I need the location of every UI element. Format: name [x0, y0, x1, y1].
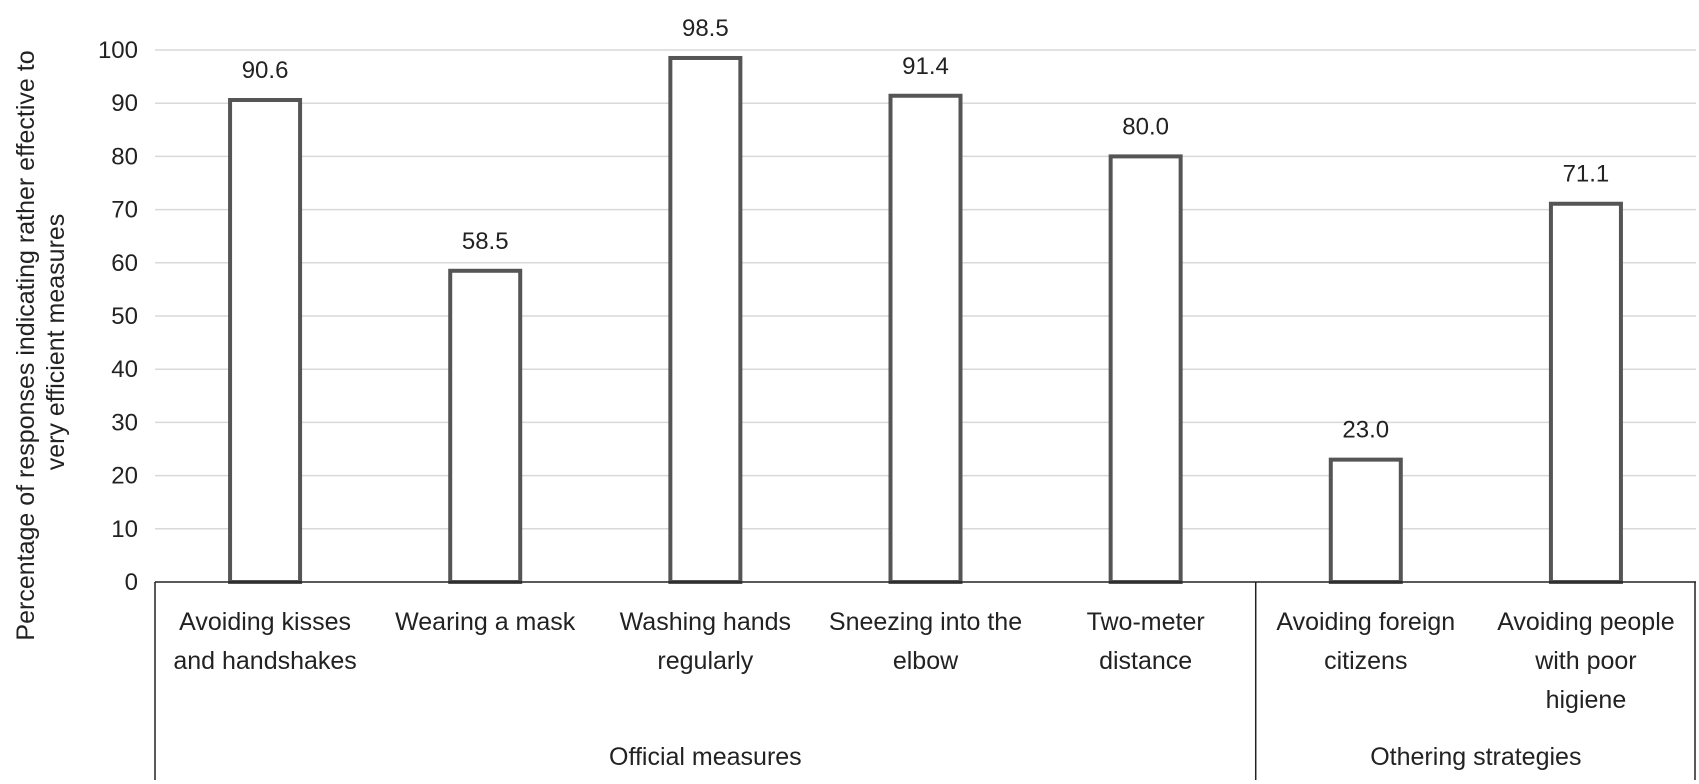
- category-label-line: with poor: [1534, 647, 1636, 675]
- bars: [228, 55, 1623, 585]
- category-label-line: regularly: [657, 647, 753, 675]
- y-tick-label: 60: [111, 250, 138, 277]
- data-label: 71.1: [1563, 161, 1610, 188]
- y-tick-label: 80: [111, 143, 138, 170]
- y-tick-label: 10: [111, 516, 138, 543]
- bar: [228, 98, 303, 585]
- y-tick-label: 40: [111, 356, 138, 383]
- y-axis-ticks: 0 10 20 30 40 50 60 70 80 90 100: [98, 37, 138, 596]
- category-label-line: Avoiding kisses: [179, 608, 351, 636]
- category-label-line: higiene: [1546, 686, 1627, 714]
- bar: [1328, 457, 1403, 585]
- category-label-line: Washing hands: [620, 608, 791, 636]
- y-tick-label: 0: [125, 569, 138, 596]
- y-axis-label: Percentage of responses indicating rathe…: [12, 43, 70, 640]
- category-label-line: Avoiding foreign: [1276, 608, 1455, 636]
- group-labels: Official measures Othering strategies: [609, 743, 1581, 771]
- category-label-line: Wearing a mask: [395, 608, 576, 636]
- category-label: Wearing a mask: [395, 608, 576, 636]
- category-label: Washing hands regularly: [620, 608, 791, 675]
- category-label: Avoiding people with poor higiene: [1497, 608, 1674, 714]
- y-tick-label: 90: [111, 90, 138, 117]
- y-tick-label: 100: [98, 37, 138, 64]
- category-label-line: Avoiding people: [1497, 608, 1674, 636]
- category-label-line: distance: [1099, 647, 1192, 675]
- y-axis-label-line-1: Percentage of responses indicating rathe…: [12, 50, 40, 640]
- data-label: 91.4: [902, 53, 949, 80]
- group-label: Othering strategies: [1370, 743, 1581, 771]
- y-tick-label: 30: [111, 409, 138, 436]
- category-label-line: Two-meter: [1087, 608, 1205, 636]
- category-label: Two-meter distance: [1087, 608, 1205, 675]
- y-tick-label: 70: [111, 197, 138, 224]
- bar: [448, 268, 523, 584]
- category-label-line: Sneezing into the: [829, 608, 1022, 636]
- group-label: Official measures: [609, 743, 802, 771]
- y-tick-label: 20: [111, 463, 138, 490]
- category-label-line: elbow: [893, 647, 959, 675]
- category-label: Avoiding kisses and handshakes: [173, 608, 356, 675]
- category-axis: [154, 581, 1696, 780]
- data-label: 23.0: [1342, 417, 1389, 444]
- data-label: 58.5: [462, 228, 509, 255]
- data-label: 90.6: [242, 57, 289, 84]
- data-label: 98.5: [682, 15, 729, 42]
- y-tick-label: 50: [111, 303, 138, 330]
- data-labels: 90.6 58.5 98.5 91.4 80.0 23.0 71.1: [242, 15, 1610, 444]
- category-label-line: and handshakes: [173, 647, 356, 675]
- data-label: 80.0: [1122, 113, 1169, 140]
- category-label-line: citizens: [1324, 647, 1407, 675]
- category-labels: Avoiding kisses and handshakes Wearing a m…: [173, 608, 1674, 714]
- bar: [1108, 154, 1183, 584]
- bar: [668, 55, 743, 585]
- bar: [1548, 201, 1623, 585]
- bar: [888, 93, 963, 584]
- category-label: Avoiding foreign citizens: [1276, 608, 1455, 675]
- y-axis-label-line-2: very efficient measures: [42, 214, 70, 471]
- category-label: Sneezing into the elbow: [829, 608, 1022, 675]
